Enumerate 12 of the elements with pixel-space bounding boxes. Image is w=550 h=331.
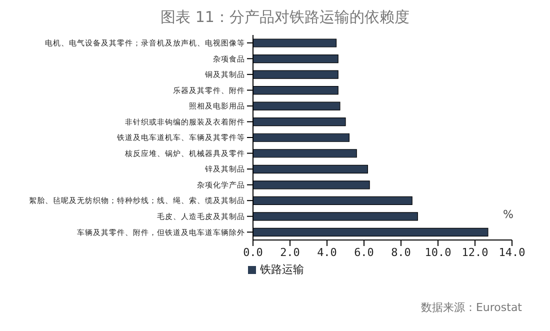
x-tick-label: 8.0	[391, 246, 411, 259]
legend-label: 铁路运输	[260, 263, 304, 276]
source-note: 数据来源：Eurostat	[420, 300, 522, 315]
x-tick-label: 10.0	[424, 246, 452, 259]
chart-title: 图表 11：分产品对铁路运输的依赖度	[160, 8, 410, 27]
x-tick-label: 0.0	[243, 246, 263, 259]
x-tick-label: 12.0	[462, 246, 488, 259]
x-axis-title: %	[503, 208, 514, 221]
x-tick-label: 14.0	[498, 246, 526, 259]
x-tick-label: 2.0	[280, 246, 300, 259]
x-tick-label: 6.0	[354, 246, 374, 259]
x-tick-label: 4.0	[317, 246, 337, 259]
